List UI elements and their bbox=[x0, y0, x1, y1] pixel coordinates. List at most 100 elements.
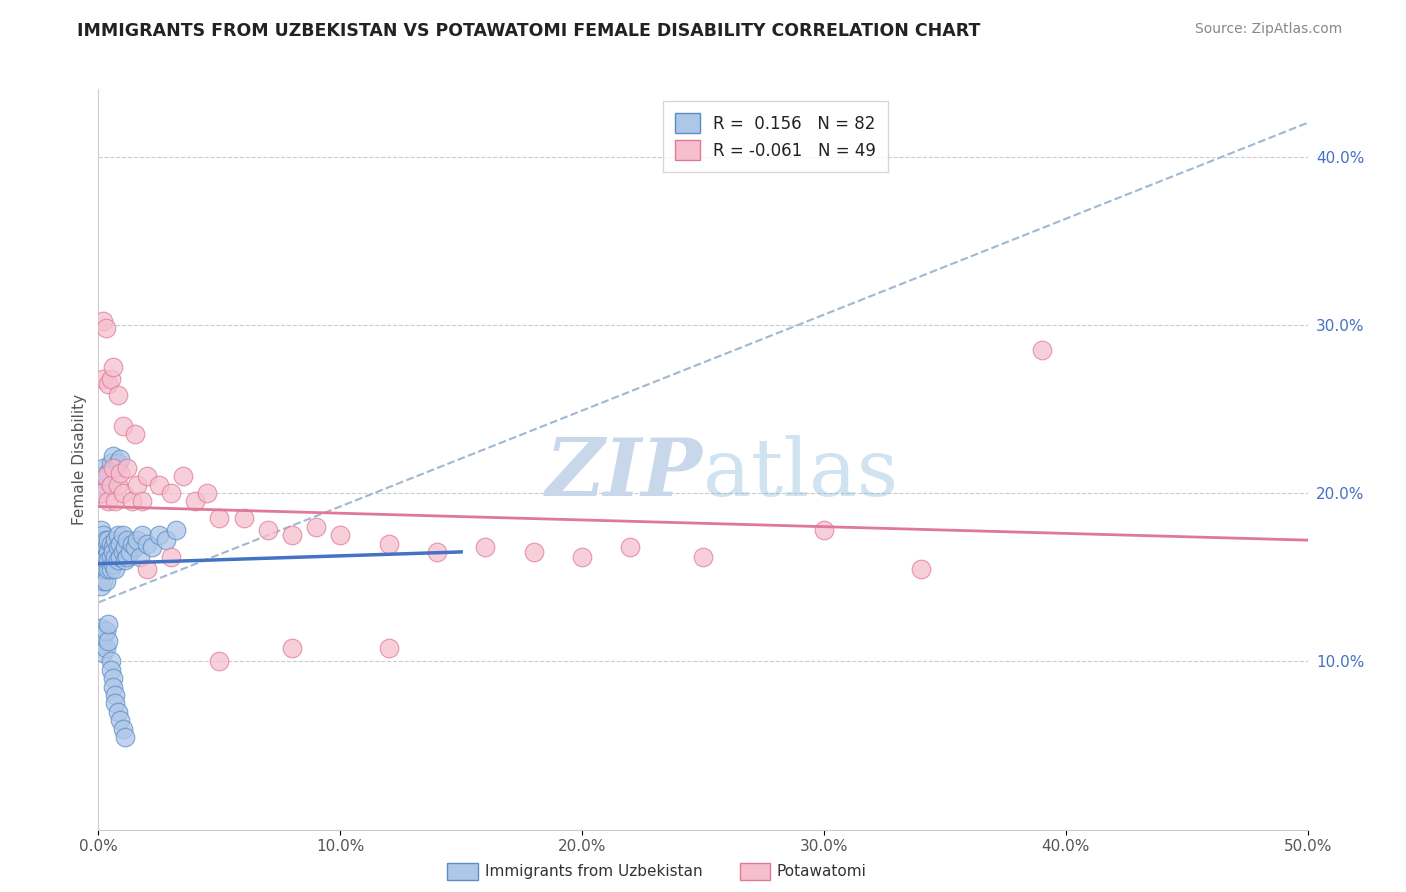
Point bbox=[208, 511, 231, 525]
Point bbox=[100, 549, 122, 564]
Point bbox=[107, 477, 129, 491]
Point bbox=[91, 528, 114, 542]
Point bbox=[94, 540, 117, 554]
Point bbox=[101, 540, 124, 554]
Point bbox=[97, 634, 120, 648]
Point bbox=[107, 528, 129, 542]
Point bbox=[148, 477, 170, 491]
Point bbox=[90, 557, 112, 571]
Point bbox=[910, 562, 932, 576]
Point bbox=[100, 371, 122, 385]
Point bbox=[94, 640, 117, 655]
Point bbox=[184, 494, 207, 508]
Point bbox=[100, 663, 122, 677]
Point bbox=[108, 536, 131, 550]
Point bbox=[90, 570, 112, 584]
Point bbox=[91, 536, 114, 550]
Point bbox=[104, 562, 127, 576]
Point bbox=[104, 688, 127, 702]
Point bbox=[141, 540, 163, 554]
Point bbox=[108, 713, 131, 727]
Point bbox=[111, 545, 134, 559]
Point bbox=[91, 646, 114, 660]
Point bbox=[124, 540, 146, 554]
Point bbox=[165, 523, 187, 537]
Point bbox=[97, 376, 120, 391]
Text: atlas: atlas bbox=[703, 435, 898, 513]
Point bbox=[281, 528, 304, 542]
Point bbox=[107, 540, 129, 554]
Point bbox=[91, 557, 114, 571]
Point bbox=[104, 533, 127, 548]
Point bbox=[100, 536, 122, 550]
Point bbox=[91, 562, 114, 576]
Point bbox=[100, 562, 122, 576]
Point bbox=[101, 557, 124, 571]
Point bbox=[117, 533, 139, 548]
Point bbox=[114, 730, 136, 744]
Point bbox=[619, 540, 641, 554]
Text: Source: ZipAtlas.com: Source: ZipAtlas.com bbox=[1195, 22, 1343, 37]
Point bbox=[813, 523, 835, 537]
Point bbox=[232, 511, 254, 525]
Point bbox=[100, 654, 122, 668]
Point bbox=[148, 528, 170, 542]
Point bbox=[90, 545, 112, 559]
Point bbox=[124, 427, 146, 442]
Point bbox=[135, 562, 157, 576]
Point bbox=[692, 549, 714, 564]
Point bbox=[108, 452, 131, 467]
Point bbox=[90, 533, 112, 548]
Point bbox=[97, 466, 120, 480]
Point bbox=[101, 449, 124, 463]
Point bbox=[111, 528, 134, 542]
Point bbox=[91, 314, 114, 328]
Point bbox=[135, 469, 157, 483]
Point bbox=[108, 466, 131, 480]
Point bbox=[281, 640, 304, 655]
Point bbox=[91, 371, 114, 385]
Point bbox=[135, 536, 157, 550]
Point bbox=[305, 519, 328, 533]
Point bbox=[131, 494, 153, 508]
Point bbox=[208, 654, 231, 668]
Point bbox=[107, 705, 129, 719]
Point bbox=[160, 549, 183, 564]
Point bbox=[94, 624, 117, 638]
Point bbox=[94, 533, 117, 548]
Point bbox=[127, 477, 149, 491]
Point bbox=[131, 528, 153, 542]
Point bbox=[101, 545, 124, 559]
Point bbox=[160, 486, 183, 500]
Text: IMMIGRANTS FROM UZBEKISTAN VS POTAWATOMI FEMALE DISABILITY CORRELATION CHART: IMMIGRANTS FROM UZBEKISTAN VS POTAWATOMI… bbox=[77, 22, 981, 40]
Point bbox=[100, 477, 122, 491]
Point bbox=[127, 533, 149, 548]
Point bbox=[155, 533, 177, 548]
Point bbox=[104, 460, 127, 475]
Point bbox=[111, 486, 134, 500]
Point bbox=[107, 456, 129, 470]
Point bbox=[1031, 343, 1053, 357]
Point bbox=[97, 533, 120, 548]
Point bbox=[101, 460, 124, 475]
Point bbox=[111, 418, 134, 433]
Point bbox=[90, 486, 112, 500]
Point bbox=[114, 553, 136, 567]
Point bbox=[97, 617, 120, 632]
Point bbox=[91, 477, 114, 491]
Point bbox=[104, 549, 127, 564]
Point bbox=[377, 640, 399, 655]
Point bbox=[94, 549, 117, 564]
Point bbox=[90, 578, 112, 592]
Point bbox=[108, 549, 131, 564]
Point bbox=[91, 629, 114, 643]
Point bbox=[121, 494, 143, 508]
Point bbox=[195, 486, 218, 500]
Point bbox=[426, 545, 449, 559]
Point bbox=[117, 549, 139, 564]
Point bbox=[121, 536, 143, 550]
Point bbox=[101, 671, 124, 685]
Point bbox=[107, 553, 129, 567]
Text: ZIP: ZIP bbox=[546, 435, 703, 513]
Point bbox=[90, 562, 112, 576]
